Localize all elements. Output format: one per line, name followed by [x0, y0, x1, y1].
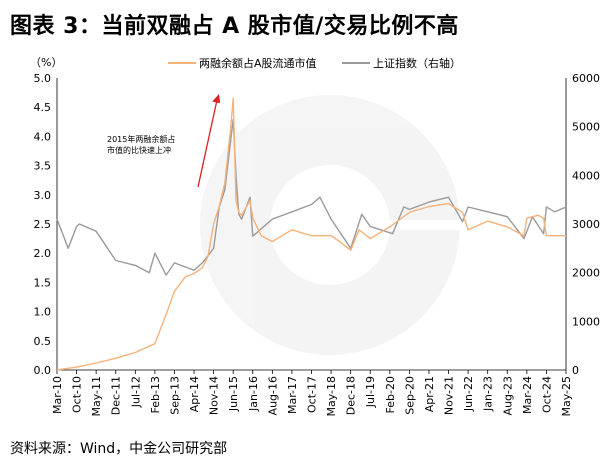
right-tick-label: 0: [572, 364, 579, 377]
x-tick-label: Apr-21: [423, 376, 436, 412]
annotation-line-2: 市值的比快速上冲: [107, 145, 171, 155]
right-axis: 0 1000 2000 3000 4000 5000 6000: [572, 72, 600, 377]
x-tick-label: Jun-22: [462, 376, 475, 412]
left-tick-label: 3.5: [34, 160, 52, 173]
right-tick-label: 3000: [572, 218, 600, 231]
x-tick-label: Sep-13: [168, 376, 181, 415]
legend: 两融余额占A股流通市值 上证指数（右轴）: [168, 56, 461, 70]
left-tick-label: 1.0: [34, 306, 52, 319]
x-tick-label: Feb-13: [149, 376, 162, 413]
x-axis: Mar-10 Oct-10 May-11 Dec-11 Jul-12 Feb-13 Sep-…: [51, 370, 573, 417]
x-tick-label: Aug-23: [501, 376, 514, 415]
x-tick-label: Nov-14: [208, 376, 221, 415]
annotation-line-1: 2015年两融余额占: [107, 134, 175, 144]
source-note: 资料来源：Wind，中金公司研究部: [10, 441, 228, 457]
x-tick-label: Sep-20: [403, 376, 416, 415]
x-tick-label: Mar-17: [286, 376, 299, 414]
left-tick-label: 0.0: [34, 364, 52, 377]
watermark: [200, 95, 480, 355]
series-line-sse-index: [56, 118, 567, 276]
left-tick-label: 3.0: [34, 189, 52, 202]
x-tick-label: Mar-10: [51, 376, 64, 414]
x-tick-label: Dec-11: [110, 376, 123, 415]
chart-title: 图表 3：当前双融占 A 股市值/交易比例不高: [10, 14, 459, 39]
annotation-arrowhead: [212, 94, 221, 104]
x-tick-label: Jun-15: [227, 376, 240, 412]
x-tick-label: Feb-20: [384, 376, 397, 413]
x-tick-label: Oct-10: [71, 376, 84, 413]
x-tick-label: Jul-19: [364, 376, 377, 408]
right-tick-label: 1000: [572, 315, 600, 328]
left-tick-label: 0.5: [34, 335, 52, 348]
series-layer: [56, 97, 567, 371]
left-tick-label: 4.5: [34, 101, 52, 114]
legend-label-margin: 两融余额占A股流通市值: [199, 56, 317, 70]
series-line-margin-ratio: [56, 97, 566, 371]
x-tick-label: May-11: [90, 376, 103, 417]
left-axis: 0.0 0.5 1.0 1.5 2.0 2.5 3.0 3.5 4.0 4.5 5.0: [34, 72, 52, 377]
x-tick-label: May-25: [560, 376, 573, 417]
annotation-arrow: [197, 99, 218, 188]
chart: 两融余额占A股流通市值 上证指数（右轴） （%） 0.0 0.5 1.0 1.5 2.0…: [30, 56, 600, 417]
right-tick-label: 6000: [572, 72, 600, 85]
annotation: 2015年两融余额占 市值的比快速上冲: [107, 94, 221, 188]
x-tick-label: Jul-12: [129, 376, 142, 408]
x-tick-label: Jan-23: [482, 376, 495, 412]
left-tick-label: 1.5: [34, 276, 52, 289]
x-tick-label: May-18: [325, 376, 338, 417]
left-tick-label: 4.0: [34, 130, 52, 143]
left-tick-label: 2.5: [34, 218, 52, 231]
left-axis-unit: （%）: [30, 56, 62, 69]
right-tick-label: 2000: [572, 267, 600, 280]
x-tick-label: Jan-16: [247, 376, 260, 412]
x-tick-label: Oct-24: [540, 376, 553, 413]
x-tick-label: Mar-24: [521, 376, 534, 414]
x-tick-label: Aug-16: [266, 376, 279, 415]
right-tick-label: 4000: [572, 169, 600, 182]
x-tick-label: Dec-18: [345, 376, 358, 415]
left-tick-label: 2.0: [34, 247, 52, 260]
legend-label-index: 上证指数（右轴）: [373, 56, 461, 70]
x-tick-label: Apr-14: [188, 376, 201, 412]
x-tick-label: Oct-17: [306, 376, 319, 413]
right-tick-label: 5000: [572, 121, 600, 134]
left-tick-label: 5.0: [34, 72, 52, 85]
x-tick-label: Nov-21: [443, 376, 456, 415]
